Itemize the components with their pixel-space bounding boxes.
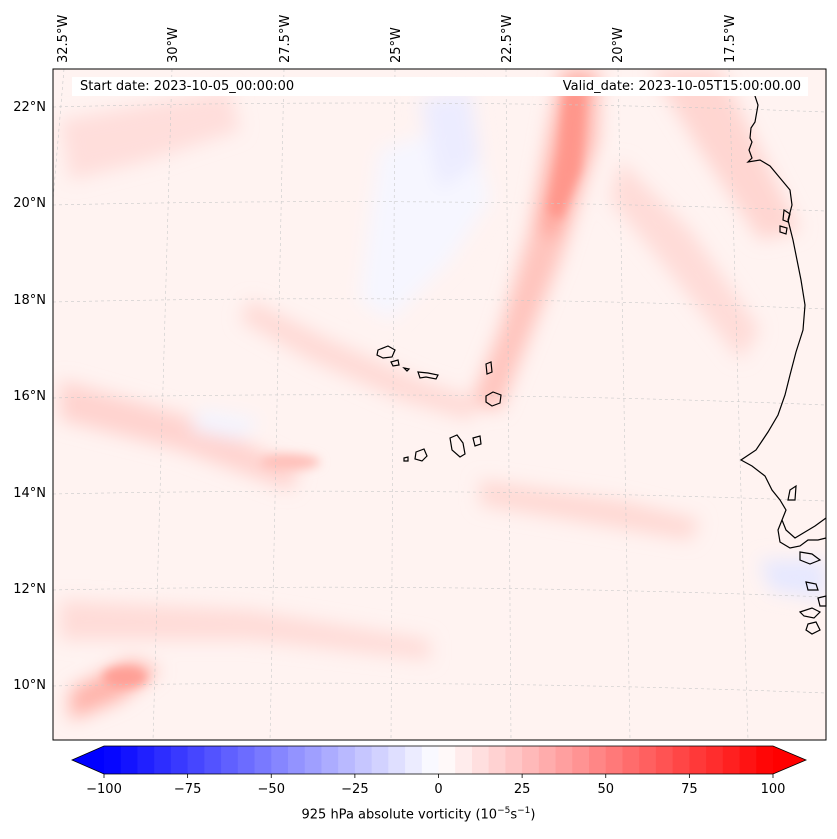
- lon-label: 30°W: [166, 27, 181, 63]
- colorbar-swatch: [505, 746, 523, 774]
- colorbar-extend-min: [72, 746, 104, 774]
- colorbar-swatch: [756, 746, 774, 774]
- island-maio: [472, 435, 482, 447]
- colorbar-swatch: [204, 746, 222, 774]
- colorbar-tick-label: 0: [434, 782, 442, 797]
- colorbar-tick-label: 50: [597, 782, 614, 797]
- lat-label: 12°N: [13, 582, 46, 597]
- colorbar-swatch: [706, 746, 724, 774]
- colorbar-tick-label: 75: [681, 782, 698, 797]
- colorbar-swatch: [639, 746, 657, 774]
- colorbar: −100 −75 −50 −25 0 25 50 75 100: [71, 745, 808, 797]
- colorbar-swatch: [221, 746, 239, 774]
- colorbar-label: 925 hPa absolute vorticity (10−5s−1): [301, 806, 536, 823]
- colorbar-swatch: [237, 746, 256, 774]
- colorbar-ticks: −100 −75 −50 −25 0 25 50 75 100: [86, 774, 785, 797]
- colorbar-extend-max: [773, 746, 806, 774]
- colorbar-swatch: [739, 746, 757, 774]
- valid-date-label: Valid_date: 2023-10-05T15:00:00.00: [555, 77, 808, 96]
- island-santo-antao: [376, 345, 396, 359]
- island-santa-luzia: [402, 367, 411, 372]
- colorbar-swatches: [72, 746, 806, 774]
- colorbar-tick-label: 25: [514, 782, 531, 797]
- colorbar-swatch: [655, 746, 674, 774]
- colorbar-tick-label: −100: [86, 782, 122, 797]
- latitude-labels: 22°N 20°N 18°N 16°N 14°N 12°N 10°N: [13, 100, 46, 693]
- colorbar-swatch: [405, 746, 423, 774]
- colorbar-tick-label: −25: [341, 782, 368, 797]
- colorbar-swatch: [689, 746, 707, 774]
- colorbar-tick-label: −75: [174, 782, 201, 797]
- colorbar-swatch: [154, 746, 172, 774]
- island-sal: [485, 361, 493, 375]
- colorbar-swatch: [187, 746, 205, 774]
- lat-label: 14°N: [13, 486, 46, 501]
- longitude-labels: 32.5°W 30°W 27.5°W 25°W 22.5°W 20°W 17.5…: [56, 15, 738, 63]
- colorbar-swatch: [304, 746, 322, 774]
- lon-label: 17.5°W: [723, 15, 738, 63]
- colorbar-swatch: [271, 746, 289, 774]
- colorbar-swatch: [605, 746, 623, 774]
- vorticity-field: [53, 69, 826, 740]
- island-fogo: [414, 448, 428, 462]
- graticule: [53, 69, 826, 740]
- lat-label: 10°N: [13, 678, 46, 693]
- colorbar-swatch: [722, 746, 741, 774]
- island-sao-nicolau: [417, 371, 439, 380]
- colorbar-swatch: [421, 746, 439, 774]
- lon-label: 22.5°W: [500, 15, 515, 63]
- cape-verde-islands: [376, 345, 502, 462]
- colorbar-tick-label: −50: [258, 782, 285, 797]
- colorbar-swatch: [321, 746, 339, 774]
- lat-label: 20°N: [13, 196, 46, 211]
- island-sao-vicente: [390, 359, 400, 367]
- colorbar-swatch: [287, 746, 306, 774]
- island-brava: [403, 456, 409, 462]
- lat-label: 16°N: [13, 389, 46, 404]
- lon-label: 32.5°W: [56, 15, 71, 63]
- colorbar-swatch: [137, 746, 155, 774]
- lat-label: 22°N: [13, 100, 46, 115]
- lon-label: 20°W: [611, 27, 626, 63]
- colorbar-tick-label: 100: [761, 782, 786, 797]
- lon-label: 25°W: [389, 27, 404, 63]
- colorbar-swatch: [120, 746, 138, 774]
- island-boa-vista: [485, 391, 502, 407]
- colorbar-swatch: [555, 746, 573, 774]
- colorbar-swatch: [522, 746, 540, 774]
- colorbar-swatch: [455, 746, 473, 774]
- colorbar-swatch: [589, 746, 607, 774]
- colorbar-swatch: [622, 746, 640, 774]
- colorbar-swatch: [170, 746, 189, 774]
- lon-label: 27.5°W: [278, 15, 293, 63]
- colorbar-swatch: [438, 746, 456, 774]
- colorbar-swatch: [254, 746, 272, 774]
- colorbar-swatch: [672, 746, 690, 774]
- lat-label: 18°N: [13, 293, 46, 308]
- colorbar-swatch: [538, 746, 557, 774]
- colorbar-swatch: [471, 746, 490, 774]
- colorbar-swatch: [488, 746, 506, 774]
- colorbar-swatch: [572, 746, 590, 774]
- african-coastline: [739, 92, 827, 635]
- colorbar-swatch: [371, 746, 389, 774]
- colorbar-swatch: [354, 746, 373, 774]
- colorbar-swatch: [338, 746, 356, 774]
- colorbar-swatch: [388, 746, 406, 774]
- map-frame: [52, 68, 827, 741]
- start-date-label: Start date: 2023-10-05_00:00:00: [72, 77, 558, 96]
- island-santiago: [449, 434, 466, 458]
- colorbar-swatch: [104, 746, 122, 774]
